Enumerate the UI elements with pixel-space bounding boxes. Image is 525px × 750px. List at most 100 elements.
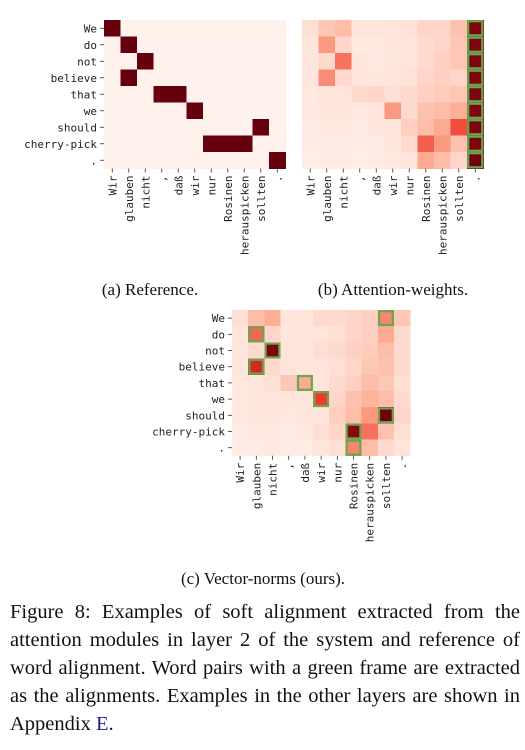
heatmap-cell <box>434 20 451 37</box>
heatmap-cell <box>296 374 314 392</box>
heatmap-cell <box>434 119 451 136</box>
heatmap-cell <box>361 326 379 343</box>
heatmap-cell <box>248 326 265 343</box>
row-label: cherry-pick <box>24 138 97 151</box>
caption-text: Figure 8: Examples of soft alignment ext… <box>10 601 520 735</box>
col-label: Wir <box>234 462 247 482</box>
heatmap-cell <box>269 53 286 70</box>
heatmap-cell <box>264 342 281 359</box>
heatmap-cell <box>351 135 369 153</box>
heatmap-cell <box>417 102 435 120</box>
heatmap-cell <box>351 36 369 54</box>
alignment-frame <box>377 407 394 424</box>
heatmap-cell <box>368 69 385 87</box>
heatmap-cell <box>232 407 249 424</box>
alignment-frame <box>345 423 362 440</box>
heatmap-cell <box>236 53 253 70</box>
heatmap-cell <box>329 423 346 440</box>
alignment-frame <box>296 374 313 391</box>
heatmap-cell <box>467 86 484 103</box>
heatmap-cell <box>394 342 411 359</box>
heatmap-cell <box>252 152 270 169</box>
heatmap-cell <box>104 69 121 87</box>
heatmap-cell <box>467 36 484 54</box>
appendix-link[interactable]: E <box>95 713 109 735</box>
heatmap-cell <box>335 36 352 54</box>
heatmap-cell <box>329 342 346 359</box>
heatmap-cell <box>417 36 435 54</box>
heatmap-cell <box>434 53 451 70</box>
heatmap-cell <box>264 358 281 376</box>
heatmap-cell <box>219 53 237 70</box>
heatmap-cell <box>203 36 220 54</box>
heatmap-cell <box>248 391 265 408</box>
heatmap-cell <box>335 102 352 120</box>
heatmap-cell <box>269 135 286 153</box>
row-label: believe <box>179 361 225 374</box>
heatmap-cell <box>269 36 286 54</box>
heatmap-cell <box>377 310 395 327</box>
heatmap-cell <box>450 102 468 120</box>
col-label: sollten <box>453 176 466 222</box>
heatmap-cell <box>269 102 286 120</box>
col-label: herauspicken <box>238 176 251 255</box>
heatmap-cell <box>318 69 336 87</box>
panel-subcaption: (a) Reference. <box>102 280 198 299</box>
heatmap-cell <box>329 374 346 392</box>
heatmap-cell <box>335 135 352 153</box>
heatmap-cell <box>153 152 171 169</box>
col-label: . <box>469 176 482 183</box>
heatmap-cell <box>203 152 220 169</box>
heatmap-cell <box>232 326 249 343</box>
heatmap-cell <box>417 86 435 103</box>
alignment-frame <box>467 135 484 152</box>
heatmap-cell <box>345 407 362 424</box>
heatmap-cell <box>252 86 270 103</box>
heatmap-cell <box>203 20 220 37</box>
col-label: nicht <box>337 176 350 209</box>
heatmap-cell <box>394 391 411 408</box>
heatmap-cell <box>170 135 187 153</box>
col-label: glauben <box>123 176 136 222</box>
heatmap-cell <box>401 152 418 169</box>
heatmap-cell <box>318 119 336 136</box>
heatmap-cell <box>137 36 154 54</box>
alignment-frame <box>345 439 362 456</box>
heatmap-cell <box>417 20 435 37</box>
col-label: Rosinen <box>420 176 433 222</box>
heatmap-cell <box>345 374 362 392</box>
heatmap-cell <box>104 20 121 37</box>
heatmap-cell <box>252 20 270 37</box>
heatmap-cell <box>467 69 484 87</box>
heatmap-cell <box>313 423 330 440</box>
heatmap-cell <box>236 152 253 169</box>
heatmap-cell <box>170 69 187 87</box>
heatmap-cell <box>153 53 171 70</box>
figure-caption: Figure 8: Examples of soft alignment ext… <box>10 598 520 738</box>
heatmap-cell <box>104 53 121 70</box>
heatmap-cell <box>248 439 265 457</box>
heatmap-cell <box>186 135 204 153</box>
heatmap-cell <box>401 119 418 136</box>
heatmap-cell <box>236 86 253 103</box>
heatmap-cell <box>296 423 314 440</box>
heatmap-cell <box>252 69 270 87</box>
heatmap-cell <box>120 36 138 54</box>
heatmap-cell <box>264 439 281 457</box>
heatmap-cell <box>384 53 402 70</box>
heatmap-cell <box>104 86 121 103</box>
heatmap-cell <box>351 20 369 37</box>
heatmap-cell <box>434 69 451 87</box>
heatmap-cell <box>236 36 253 54</box>
heatmap-cell <box>329 439 346 457</box>
heatmap-cell <box>351 86 369 103</box>
heatmap-cell <box>269 20 286 37</box>
heatmap-cell <box>153 86 171 103</box>
heatmap-cell <box>236 102 253 120</box>
alignment-frame <box>467 69 484 86</box>
heatmap-cell <box>248 407 265 424</box>
heatmap-cell <box>450 53 468 70</box>
heatmap-cell <box>280 374 298 392</box>
heatmap-cell <box>351 119 369 136</box>
heatmap-cell <box>401 36 418 54</box>
